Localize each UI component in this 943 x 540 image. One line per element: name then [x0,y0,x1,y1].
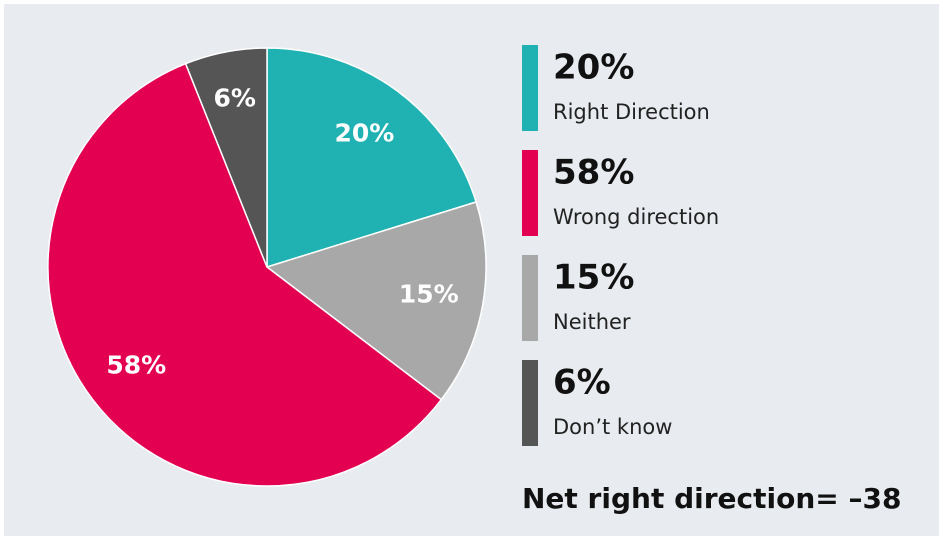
slice-label: 20% [334,119,394,148]
legend-swatch [522,150,538,236]
legend-label: Neither [553,310,631,334]
legend-value: 20% [553,48,634,88]
pie-slice [266,47,478,269]
pie-slice [184,47,268,268]
legend-swatch [522,255,538,341]
legend-swatch [522,45,538,131]
slice-label: 15% [399,280,459,309]
legend-label: Wrong direction [553,205,719,229]
slice-label: 58% [106,350,166,379]
legend-swatch [522,360,538,446]
legend-value: 58% [553,153,634,193]
pie-slice [265,201,487,401]
pie-slice [47,62,443,487]
legend-label: Don’t know [553,415,672,439]
slice-label: 6% [213,83,255,112]
legend-value: 6% [553,363,611,403]
annotation: Net right direction= –38 [522,482,901,515]
legend-label: Right Direction [553,100,710,124]
legend-value: 15% [553,258,634,298]
